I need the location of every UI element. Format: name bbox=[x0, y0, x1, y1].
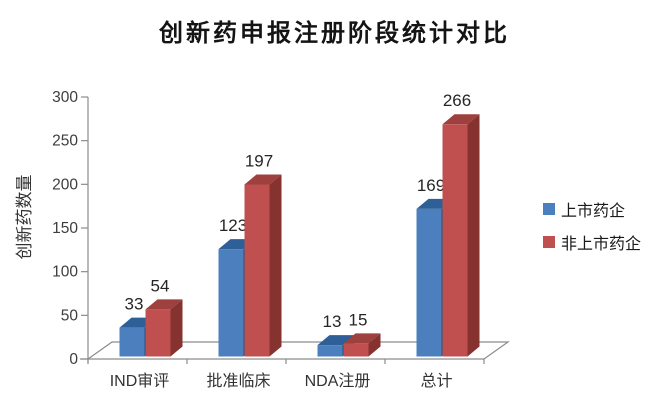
bar-series1-cat2 bbox=[343, 333, 381, 357]
bar-front-face bbox=[244, 184, 270, 357]
bar-side-face bbox=[368, 333, 381, 357]
legend-label-1: 非上市药企 bbox=[561, 236, 642, 253]
legend-swatch-0 bbox=[543, 203, 555, 215]
value-label-series1-cat0: 54 bbox=[151, 276, 170, 295]
legend-item-1: 非上市药企 bbox=[543, 230, 641, 254]
bar-front-face bbox=[317, 345, 343, 357]
bar-top-face bbox=[244, 174, 282, 185]
category-label-3: 总计 bbox=[420, 372, 452, 390]
y-tick-label: 50 bbox=[61, 307, 79, 324]
bar-front-face bbox=[442, 124, 468, 357]
bar-front-face bbox=[145, 309, 171, 357]
bar-front-face bbox=[218, 249, 244, 357]
bar-side-face bbox=[467, 114, 480, 357]
value-label-series1-cat2: 15 bbox=[349, 310, 368, 329]
y-tick-label: 100 bbox=[52, 264, 78, 281]
bar-side-face bbox=[170, 299, 183, 357]
bar-front-face bbox=[416, 208, 442, 357]
bar-front-face bbox=[119, 327, 145, 357]
bar-side-face bbox=[269, 174, 282, 357]
chart-title: 创新药申报注册阶段统计对比 bbox=[159, 20, 510, 47]
value-label-series0-cat1: 123 bbox=[219, 216, 247, 235]
y-tick-label: 200 bbox=[52, 176, 78, 193]
bar-front-face bbox=[343, 343, 369, 357]
value-label-series1-cat1: 197 bbox=[245, 151, 273, 170]
value-label-series0-cat0: 33 bbox=[125, 295, 144, 314]
value-label-series0-cat2: 13 bbox=[323, 312, 342, 331]
bar-series1-cat3 bbox=[442, 114, 480, 357]
category-label-0: IND审评 bbox=[110, 372, 170, 390]
bar-series1-cat1 bbox=[244, 174, 282, 357]
y-tick-label: 0 bbox=[69, 351, 78, 368]
legend-swatch-1 bbox=[543, 236, 555, 248]
y-tick-label: 150 bbox=[52, 220, 78, 237]
category-label-2: NDA注册 bbox=[305, 372, 371, 390]
bar-top-face bbox=[442, 114, 480, 125]
floor-outline bbox=[87, 341, 510, 360]
bar-top-face bbox=[343, 333, 381, 344]
legend-item-0: 上市药企 bbox=[543, 197, 641, 221]
legend-label-0: 上市药企 bbox=[561, 203, 626, 220]
bar-series1-cat0 bbox=[145, 299, 183, 357]
y-tick-label: 300 bbox=[52, 89, 78, 106]
bar-top-face bbox=[145, 299, 183, 310]
value-label-series1-cat3: 266 bbox=[443, 91, 471, 110]
y-tick-label: 250 bbox=[52, 133, 78, 150]
value-label-series0-cat3: 169 bbox=[417, 176, 445, 195]
category-label-1: 批准临床 bbox=[206, 372, 270, 390]
chart-legend: 上市药企 非上市药企 bbox=[543, 197, 641, 263]
